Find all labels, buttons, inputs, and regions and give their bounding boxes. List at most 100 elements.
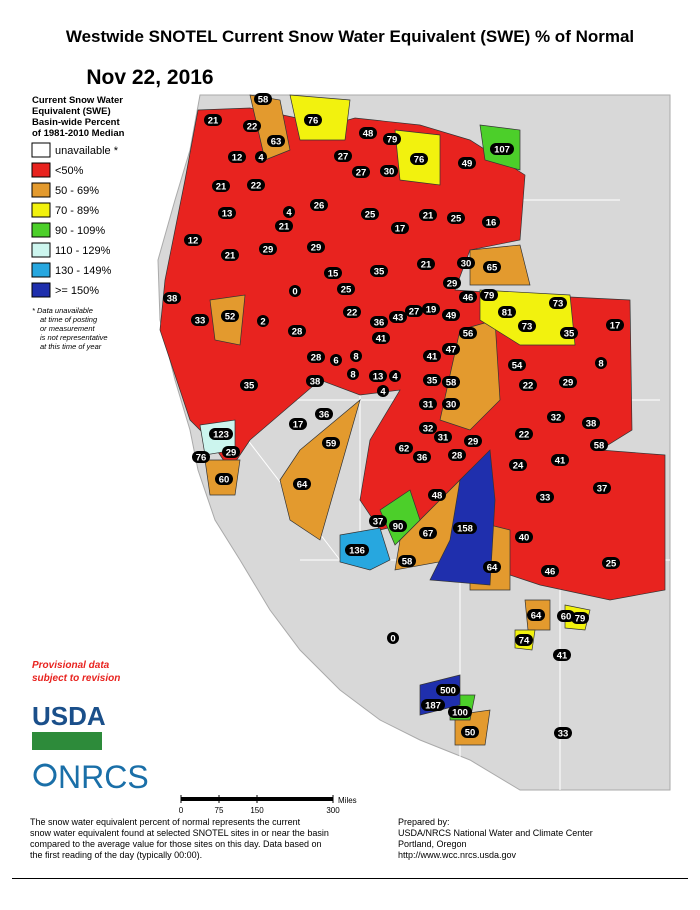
footer-credit: Portland, Oregon (398, 839, 467, 849)
basin-label: 21 (208, 116, 219, 127)
basin-label: 19 (426, 305, 437, 316)
basin-label: 28 (311, 353, 322, 364)
basin-label-bg (419, 527, 437, 539)
basin-label-bg (191, 314, 209, 326)
footer-credit: http://www.wcc.nrcs.usda.gov (398, 850, 517, 860)
region-navy (419, 449, 496, 716)
basin-label: 38 (310, 377, 321, 388)
basin-label: 48 (363, 129, 374, 140)
region-orange (204, 94, 551, 746)
basin-label: 65 (487, 263, 498, 274)
basin-label: 41 (555, 456, 566, 467)
basin-label-bg (417, 258, 435, 270)
basin-label: 60 (561, 612, 572, 623)
basin-label-bg (419, 398, 437, 410)
legend-note: at this time of year (40, 342, 102, 351)
basin-label: 60 (219, 475, 230, 486)
basin-label: 158 (457, 524, 473, 535)
footer-text: compared to the average value for those … (30, 839, 322, 849)
basin-label: 4 (258, 153, 264, 164)
basin-label: 50 (465, 728, 476, 739)
basin-label-bg (350, 350, 362, 362)
basin-label: 187 (425, 701, 441, 712)
basin-label-bg (557, 610, 575, 622)
basin-label-bg (372, 332, 390, 344)
footer-credit: Prepared by: (398, 817, 450, 827)
basin-label-bg (204, 114, 222, 126)
scale-tick-label: 0 (179, 806, 184, 815)
basin-label-bg (398, 555, 416, 567)
basin-label-bg (553, 649, 571, 661)
basin-label-bg (377, 385, 389, 397)
basin-label: 22 (251, 181, 262, 192)
basin-label-bg (483, 561, 501, 573)
basin-label-bg (387, 632, 399, 644)
basin-label: 28 (452, 451, 463, 462)
legend-swatch (31, 222, 51, 238)
basin-label-bg (453, 522, 477, 534)
basin-label: 56 (463, 329, 474, 340)
basin-label-bg (259, 243, 277, 255)
basin-label-bg (380, 165, 398, 177)
scale-tick-label: 300 (326, 806, 340, 815)
basin-label: 22 (519, 430, 530, 441)
basin-label: 58 (446, 378, 457, 389)
legend-swatch (31, 282, 51, 298)
basin-label-bg (218, 207, 236, 219)
basin-label: 30 (384, 167, 395, 178)
basin-label-bg (551, 454, 569, 466)
basin-label-bg (389, 520, 407, 532)
basin-label-bg (590, 439, 608, 451)
basin-label: 6 (333, 356, 338, 367)
basin-label-bg (289, 285, 301, 297)
basin-label-bg (370, 316, 388, 328)
basin-label-bg (389, 370, 401, 382)
title: Westwide SNOTEL Current Snow Water Equiv… (66, 27, 634, 46)
basin-label: 37 (373, 517, 384, 528)
basin-label: 73 (522, 322, 533, 333)
provisional: subject to revision (32, 673, 120, 684)
basin-label-bg (515, 634, 533, 646)
basin-label-bg (541, 565, 559, 577)
legend-title: of 1981-2010 Median (32, 128, 125, 139)
basin-label-bg (383, 133, 401, 145)
basin-label-bg (480, 289, 498, 301)
basin-label-bg (391, 222, 409, 234)
basin-label-bg (547, 411, 565, 423)
basin-label-bg (215, 473, 233, 485)
basin-label: 27 (356, 168, 367, 179)
basin-label: 31 (423, 400, 434, 411)
basin-label-bg (554, 727, 572, 739)
basin-label: 49 (462, 159, 473, 170)
legend-swatch (31, 262, 51, 278)
basin-label-bg (330, 354, 342, 366)
basin-label-bg (293, 478, 311, 490)
basin-label-bg (410, 153, 428, 165)
basin-label: 31 (438, 433, 449, 444)
basin-label: 67 (423, 529, 434, 540)
basin-label: 35 (374, 267, 385, 278)
basin-label: 100 (452, 708, 468, 719)
basin-label-bg (275, 220, 293, 232)
legend-swatch (31, 182, 51, 198)
basin-label-bg (337, 283, 355, 295)
basin-label-bg (428, 489, 446, 501)
legend-note: is not representative (40, 333, 108, 342)
basin-label: 79 (575, 614, 586, 625)
basin-label: 29 (263, 245, 274, 256)
basin-label: 25 (606, 559, 617, 570)
basin-label: 136 (349, 546, 365, 557)
logo-nrcs: NRCS (58, 759, 149, 795)
basin-label: 37 (597, 484, 608, 495)
footer: The snow water equivalent percent of nor… (30, 817, 593, 860)
basin-label: 8 (598, 359, 603, 370)
basin-label: 73 (553, 299, 564, 310)
legend-note: * Data unavailable (32, 306, 93, 315)
basin-label: 58 (402, 557, 413, 568)
basin-label: 21 (216, 182, 227, 193)
basin-label-bg (243, 120, 261, 132)
basin-label-bg (498, 306, 516, 318)
basin-label-bg (515, 531, 533, 543)
basin-label: 76 (308, 116, 319, 127)
